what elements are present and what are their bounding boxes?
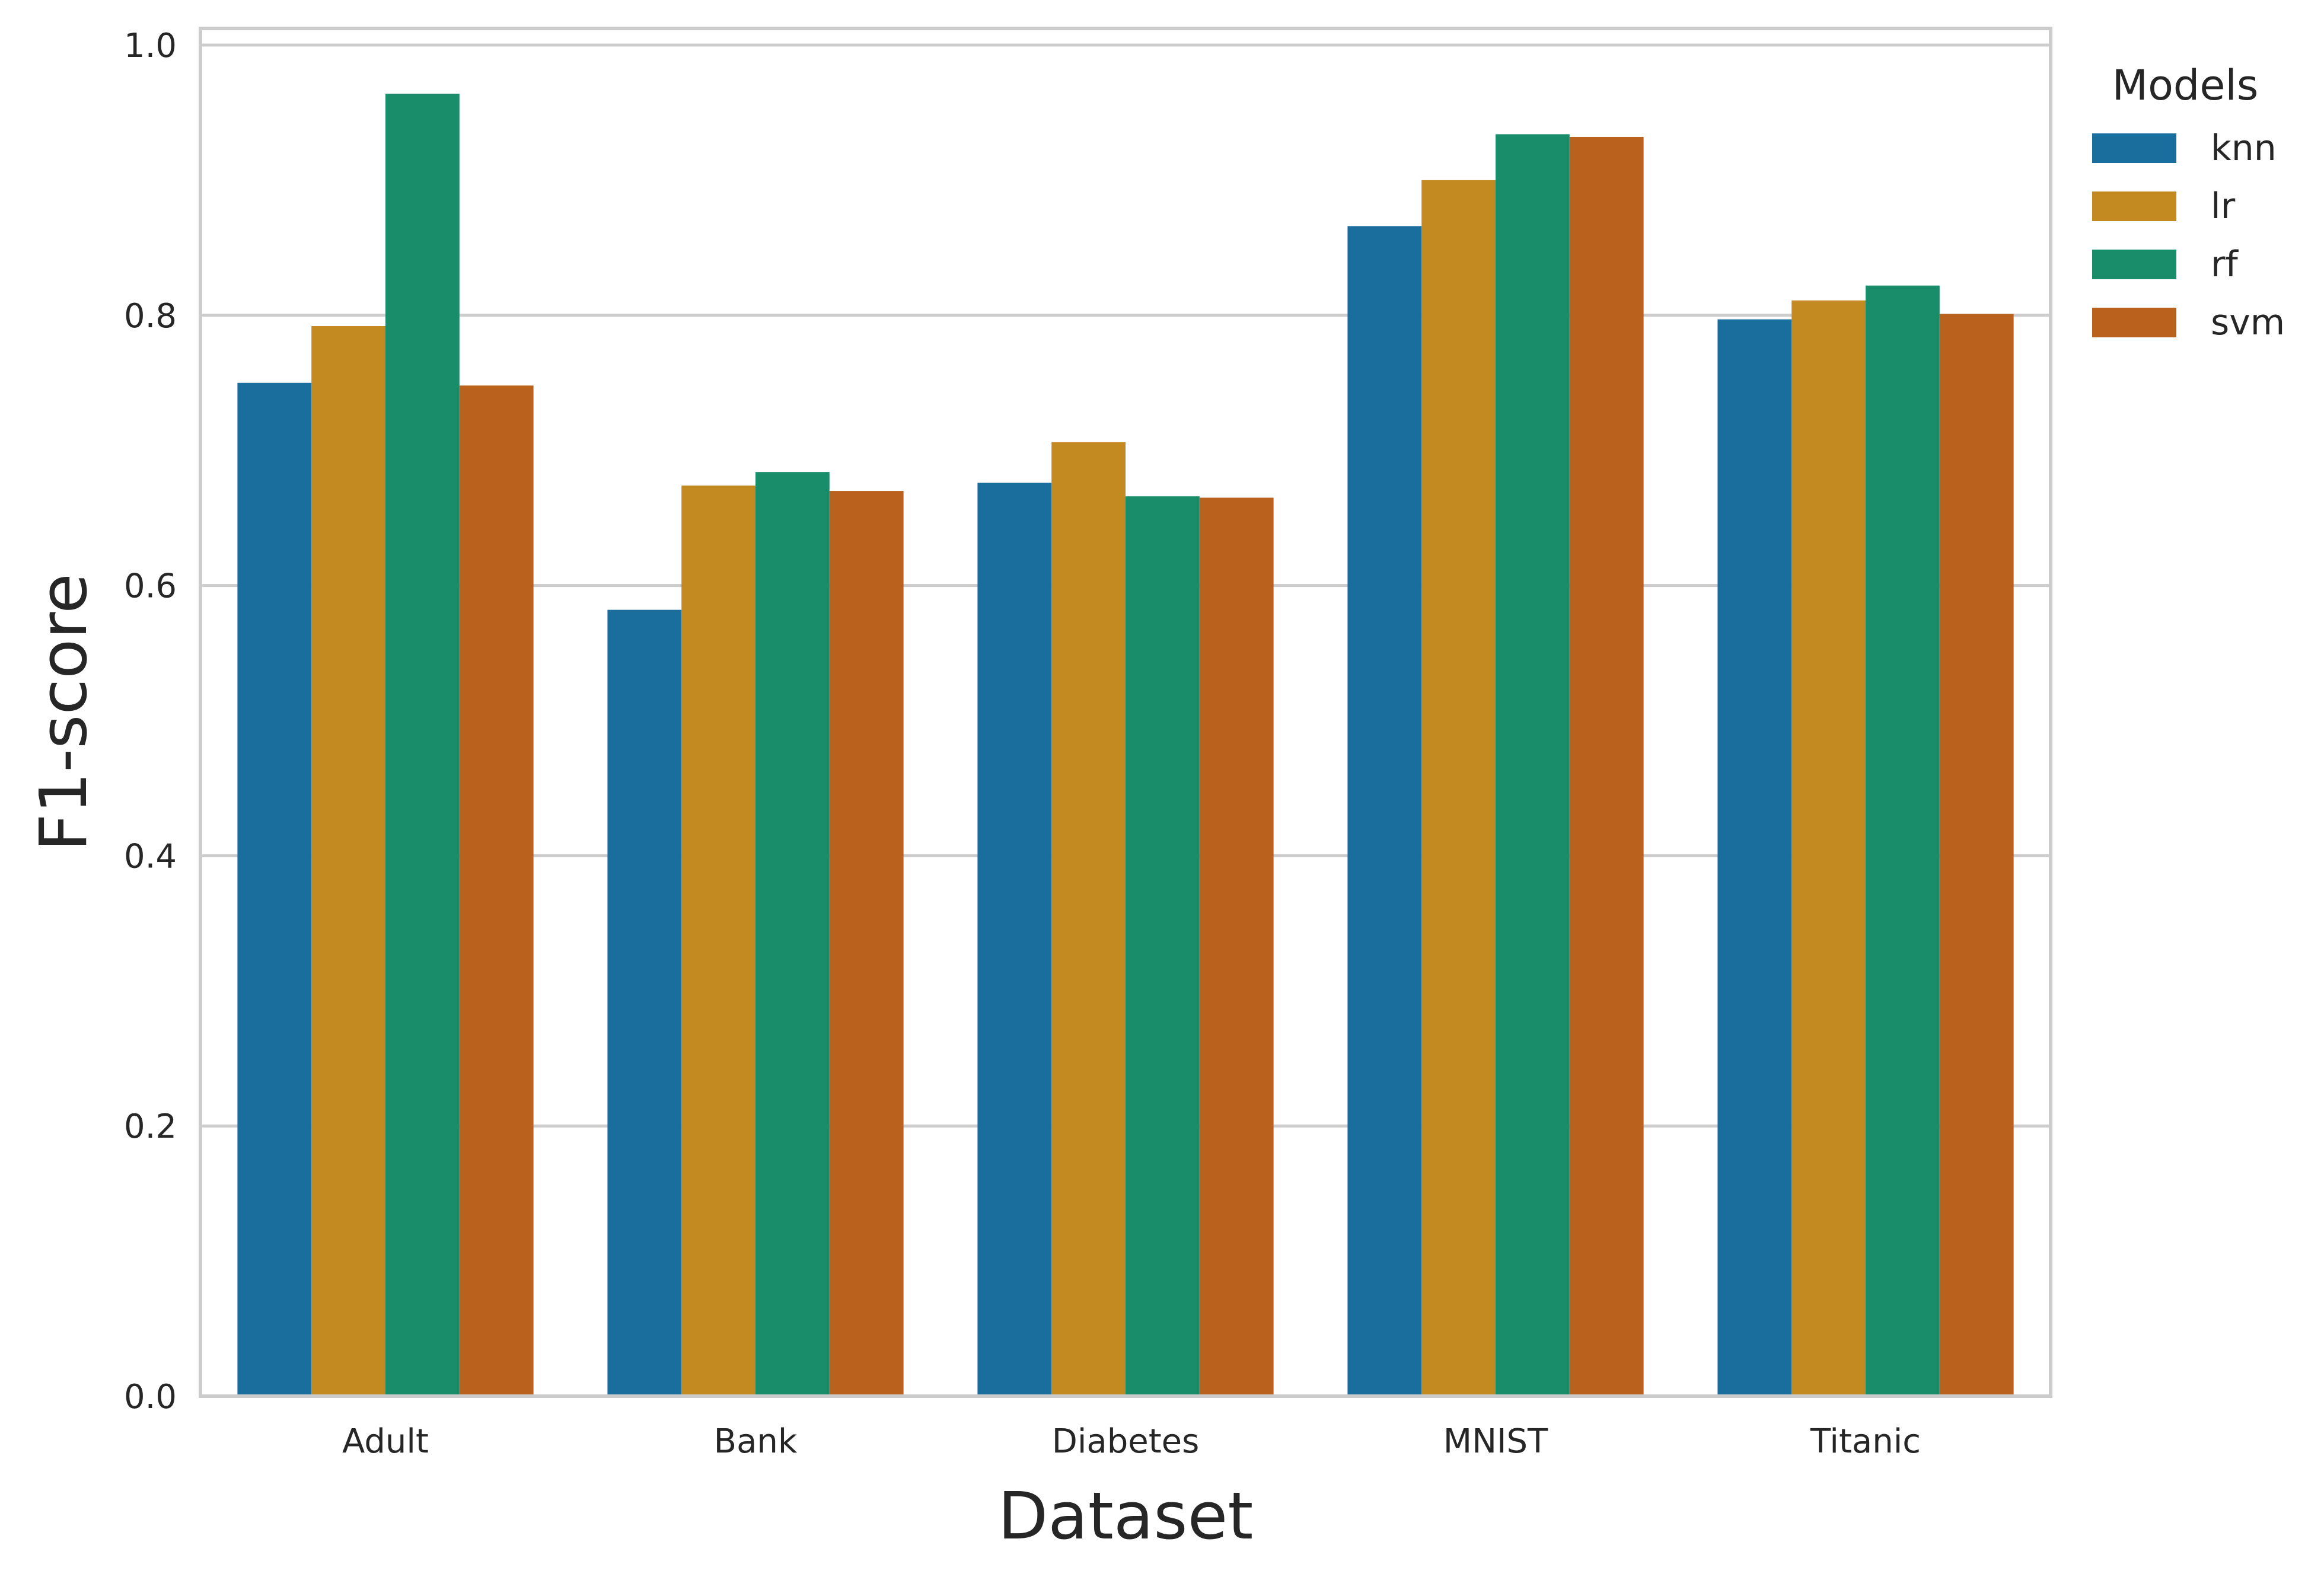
y-axis-ticks: 0.0 0.2 0.4 0.6 0.8 1.0	[124, 27, 177, 1416]
bar-svm-diabetes	[1199, 497, 1274, 1396]
bar-svm-mnist	[1569, 136, 1644, 1397]
plot-frame	[199, 27, 2052, 1398]
x-tick-label: Bank	[714, 1422, 798, 1461]
y-tick-label: 0.8	[124, 297, 177, 336]
x-tick-label: MNIST	[1443, 1422, 1548, 1461]
x-tick-label: Diabetes	[1052, 1422, 1200, 1461]
legend-label-rf: rf	[2211, 244, 2239, 285]
y-tick-label: 0.0	[124, 1378, 177, 1416]
legend-label-svm: svm	[2211, 302, 2285, 343]
bar-lr-adult	[311, 326, 385, 1396]
legend: Models knn lr rf svm	[2092, 61, 2285, 343]
y-tick-label: 0.2	[124, 1107, 177, 1146]
bar-svm-bank	[829, 491, 904, 1396]
legend-swatch-svm	[2092, 308, 2176, 337]
bar-lr-bank	[681, 485, 755, 1396]
y-axis-title: F1-score	[25, 573, 101, 851]
y-tick-label: 1.0	[124, 27, 177, 65]
x-tick-label: Titanic	[1810, 1422, 1921, 1461]
plot-border	[199, 27, 2052, 1398]
x-axis-title: Dataset	[998, 1478, 1254, 1554]
y-tick-label: 0.4	[124, 837, 177, 876]
legend-swatch-lr	[2092, 191, 2176, 221]
bar-knn-diabetes	[977, 483, 1052, 1396]
bar-knn-mnist	[1347, 226, 1422, 1396]
bar-svm-adult	[459, 385, 534, 1396]
bar-lr-titanic	[1791, 300, 1866, 1397]
legend-swatch-rf	[2092, 250, 2176, 279]
legend-swatch-knn	[2092, 133, 2176, 163]
bar-lr-mnist	[1421, 180, 1496, 1397]
legend-label-knn: knn	[2211, 127, 2277, 169]
bar-rf-diabetes	[1126, 496, 1200, 1396]
x-tick-label: Adult	[342, 1422, 429, 1461]
bar-rf-adult	[385, 94, 460, 1397]
bar-svm-titanic	[1939, 314, 2014, 1396]
bar-rf-titanic	[1866, 285, 1940, 1396]
bar-knn-bank	[607, 609, 682, 1396]
bar-rf-mnist	[1496, 134, 1570, 1396]
legend-label-lr: lr	[2211, 186, 2236, 227]
bar-lr-diabetes	[1051, 442, 1126, 1396]
x-axis-ticks: Adult Bank Diabetes MNIST Titanic	[342, 1422, 1921, 1461]
legend-title: Models	[2112, 61, 2259, 110]
bar-knn-adult	[237, 382, 312, 1396]
bar-rf-bank	[755, 472, 830, 1396]
bar-knn-titanic	[1717, 319, 1792, 1397]
bars	[237, 94, 2014, 1397]
y-tick-label: 0.6	[124, 567, 177, 606]
